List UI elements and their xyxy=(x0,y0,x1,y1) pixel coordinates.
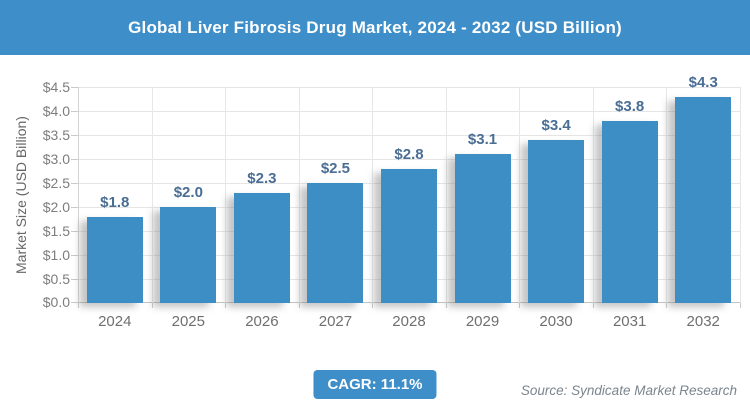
y-tick-mark xyxy=(71,255,78,256)
x-tick-mark xyxy=(666,303,667,308)
y-tick-label: $3.5 xyxy=(42,127,70,143)
y-tick-mark xyxy=(71,231,78,232)
x-tick-label: 2031 xyxy=(612,313,647,330)
y-tick-label: $1.5 xyxy=(42,223,70,239)
bar-value-label: $2.5 xyxy=(320,160,351,177)
y-tick-mark xyxy=(71,183,78,184)
y-tick-label: $0.0 xyxy=(42,294,70,310)
bar xyxy=(233,192,290,303)
y-tick-mark xyxy=(71,279,78,280)
x-tick-label: 2032 xyxy=(686,313,720,330)
gridline-v xyxy=(666,87,667,303)
bar-value-label: $3.1 xyxy=(467,131,498,149)
bar-group: $2.3 2026 xyxy=(225,87,299,330)
x-tick-mark xyxy=(593,303,594,308)
y-tick-mark xyxy=(71,135,78,136)
y-tick-mark xyxy=(71,111,78,112)
bar xyxy=(307,183,364,303)
gridline-v xyxy=(152,87,153,303)
bar xyxy=(380,168,437,303)
gridline-v xyxy=(740,87,741,303)
gridline-v xyxy=(225,87,226,303)
y-tick-label: $0.5 xyxy=(42,271,70,287)
bar-group: $2.5 2027 xyxy=(299,87,373,330)
bar-group: $2.0 2025 xyxy=(152,87,226,330)
x-tick-label: 2024 xyxy=(98,313,132,330)
y-tick-label: $3.0 xyxy=(42,151,70,167)
x-tick-label: 2025 xyxy=(171,313,205,330)
y-tick-label: $4.0 xyxy=(42,103,70,119)
y-tick-mark xyxy=(71,87,78,88)
bar xyxy=(86,216,143,303)
y-tick-mark xyxy=(71,302,78,303)
bar-group: $3.4 2030 xyxy=(519,87,593,330)
bar-value-label: $2.8 xyxy=(394,145,424,163)
y-tick-mark xyxy=(71,207,78,208)
gridline-v xyxy=(446,87,447,303)
bar-group: $4.3 2032 xyxy=(666,74,740,330)
gridline-v xyxy=(593,87,594,303)
x-tick-mark xyxy=(152,303,153,308)
gridline-v xyxy=(519,87,520,303)
chart-title-bar: Global Liver Fibrosis Drug Market, 2024 … xyxy=(0,0,750,55)
y-tick-label: $1.0 xyxy=(42,247,70,263)
bar xyxy=(160,207,217,303)
y-tick-label: $2.5 xyxy=(42,175,70,191)
bar-value-label: $1.8 xyxy=(100,193,130,211)
x-tick-mark xyxy=(519,303,520,308)
x-tick-label: 2026 xyxy=(245,313,279,330)
x-tick-mark xyxy=(225,303,226,308)
y-axis: $0.0 $0.5 $1.0 $1.5 $2.0 $2.5 $3.0 $3.5 $4.0 $4.5 xyxy=(0,0,70,417)
x-tick-label: 2030 xyxy=(539,313,573,330)
bar xyxy=(528,139,585,303)
x-tick-label: 2029 xyxy=(465,313,500,330)
bar-value-label: $3.4 xyxy=(541,116,571,134)
y-axis-line xyxy=(78,87,79,303)
gridline-h xyxy=(78,111,740,112)
y-tick-label: $2.0 xyxy=(42,199,70,215)
bar-value-label: $2.0 xyxy=(173,184,203,201)
x-tick-mark xyxy=(372,303,373,308)
gridline-h xyxy=(78,135,740,136)
bar-group: $2.8 2028 xyxy=(372,87,446,330)
bar-group: $3.8 2031 xyxy=(593,87,667,330)
x-tick-mark xyxy=(78,303,79,308)
bar-group: $3.1 2029 xyxy=(446,87,520,330)
bar-value-label: $3.8 xyxy=(615,97,645,115)
x-tick-mark xyxy=(446,303,447,308)
bar xyxy=(601,120,658,303)
source-attribution: Source: Syndicate Market Research xyxy=(520,383,737,398)
gridline-h xyxy=(78,87,740,88)
chart-title: Global Liver Fibrosis Drug Market, 2024 … xyxy=(128,17,622,37)
bar-group: $1.8 2024 xyxy=(78,87,152,330)
bar-value-label: $4.3 xyxy=(688,73,718,91)
bar-value-label: $2.3 xyxy=(247,169,277,187)
y-tick-mark xyxy=(71,159,78,160)
plot-area: $1.8 2024 $2.0 2025 $2.3 2026 $2.5 2027 $2.8 2028… xyxy=(71,74,741,330)
gridline-v xyxy=(372,87,373,303)
gridline-v xyxy=(299,87,300,303)
x-tick-label: 2028 xyxy=(392,313,426,330)
x-tick-mark xyxy=(740,303,741,308)
x-tick-mark xyxy=(299,303,300,308)
x-tick-label: 2027 xyxy=(318,313,353,330)
y-tick-label: $4.5 xyxy=(42,79,70,95)
bar xyxy=(454,154,511,303)
cagr-badge: CAGR: 11.1% xyxy=(313,370,437,399)
bar xyxy=(675,96,732,303)
gridline-h xyxy=(78,159,740,160)
